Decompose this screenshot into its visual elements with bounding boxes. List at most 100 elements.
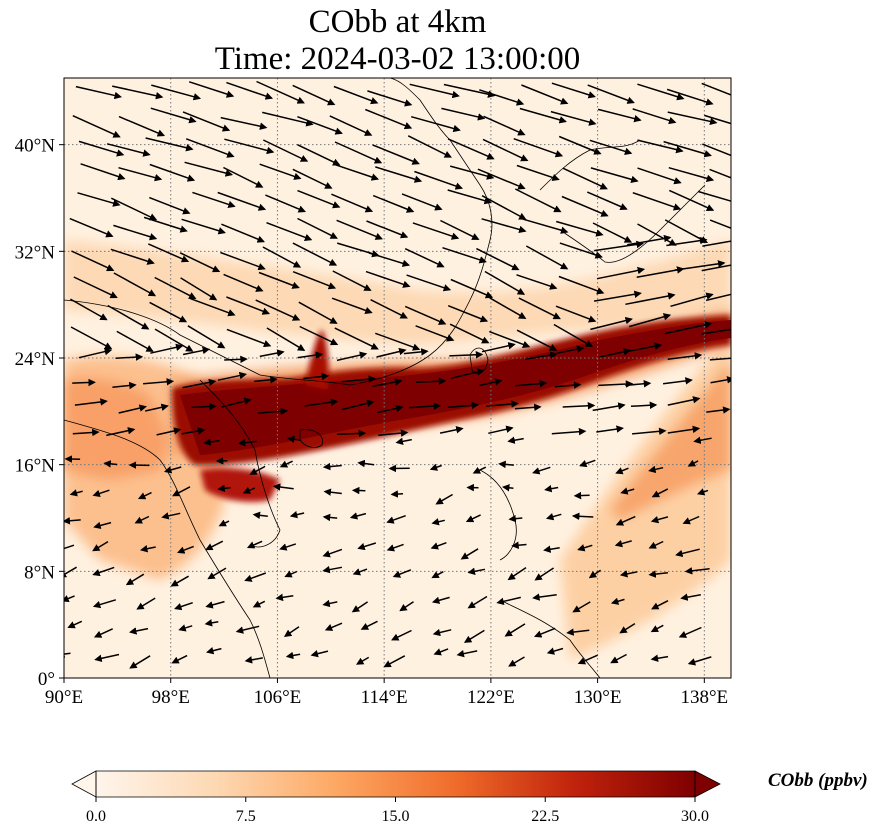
wind-arrow xyxy=(145,137,194,152)
wind-arrow xyxy=(349,512,367,520)
wind-arrow xyxy=(430,541,447,550)
wind-arrow xyxy=(648,465,664,474)
wind-arrow xyxy=(356,656,370,665)
wind-arrow xyxy=(188,81,235,98)
wind-arrow xyxy=(632,427,667,436)
wind-arrow xyxy=(632,191,682,211)
wind-arrow xyxy=(431,596,450,604)
wind-arrow xyxy=(182,378,217,389)
wind-arrow xyxy=(675,548,700,558)
wind-arrow xyxy=(70,326,113,350)
wind-arrow xyxy=(154,276,197,299)
wind-arrow xyxy=(620,487,635,495)
wind-arrow xyxy=(667,352,703,360)
wind-arrow xyxy=(64,595,75,603)
wind-arrow xyxy=(615,467,629,475)
wind-arrow xyxy=(687,459,699,467)
wind-arrow xyxy=(553,323,594,348)
wind-arrow xyxy=(297,217,338,239)
wind-arrow xyxy=(481,218,527,234)
wind-arrow xyxy=(399,601,414,612)
wind-arrow xyxy=(516,274,558,290)
wind-arrow xyxy=(482,138,529,162)
wind-arrow xyxy=(284,570,298,578)
wind-arrow xyxy=(174,601,193,611)
colorbar-extend-max xyxy=(694,770,721,798)
wind-arrow xyxy=(619,570,638,578)
wind-arrow xyxy=(403,348,429,356)
wind-arrow xyxy=(149,301,188,323)
wind-arrow xyxy=(256,80,305,104)
wind-arrow xyxy=(266,327,306,351)
wind-arrow xyxy=(78,347,113,359)
wind-arrow xyxy=(365,108,413,130)
wind-arrow xyxy=(220,397,252,408)
wind-arrow xyxy=(184,161,234,177)
wind-arrow xyxy=(115,353,144,361)
map-subtitle: Time: 2024-03-02 13:00:00 xyxy=(214,41,581,77)
wind-arrow xyxy=(525,351,558,360)
wind-arrow xyxy=(103,460,118,468)
wind-arrow xyxy=(258,271,300,289)
wind-arrow xyxy=(632,108,677,125)
wind-arrow xyxy=(390,490,404,498)
wind-arrow xyxy=(442,246,487,264)
wind-arrow xyxy=(593,290,642,302)
wind-arrow xyxy=(221,223,265,243)
wind-arrow xyxy=(546,647,564,655)
wind-arrow xyxy=(386,514,406,524)
wind-arrow xyxy=(205,600,225,609)
wind-arrow xyxy=(521,84,569,105)
wind-arrow xyxy=(324,622,343,631)
lon-tick-label: 98°E xyxy=(152,687,190,708)
wind-arrow xyxy=(178,624,193,632)
wind-arrow xyxy=(93,628,114,638)
wind-arrow xyxy=(441,107,486,121)
wind-arrow xyxy=(706,406,731,414)
wind-arrow xyxy=(287,435,302,444)
wind-arrow xyxy=(322,548,343,558)
wind-arrow xyxy=(378,429,409,437)
lon-tick-label: 130°E xyxy=(574,687,622,708)
wind-arrow xyxy=(69,489,83,497)
wind-arrow xyxy=(481,195,527,220)
wind-arrow xyxy=(254,376,278,384)
wind-arrow xyxy=(664,321,713,335)
lon-tick-label: 106°E xyxy=(254,687,302,708)
wind-arrow xyxy=(460,548,479,560)
wind-arrow xyxy=(680,593,701,601)
wind-arrow xyxy=(386,543,404,552)
wind-arrow xyxy=(463,629,485,643)
wind-arrow xyxy=(289,510,305,519)
colorbar-ticks: 0.0 7.5 15.0 22.5 30.0 xyxy=(86,797,709,825)
wind-arrow xyxy=(140,545,156,553)
wind-arrow xyxy=(682,515,700,525)
wind-arrow xyxy=(134,515,150,524)
wind-arrow xyxy=(279,460,293,468)
wind-arrow xyxy=(409,402,442,410)
wind-arrow xyxy=(637,83,685,101)
wind-arrow xyxy=(409,83,460,99)
wind-arrow xyxy=(143,378,175,386)
wind-arrow xyxy=(292,84,336,106)
wind-arrow xyxy=(615,515,636,526)
wind-arrow xyxy=(395,437,412,446)
wind-arrow xyxy=(555,220,604,237)
cobb-field xyxy=(64,78,731,678)
wind-arrow xyxy=(322,565,343,574)
wind-arrow xyxy=(352,568,368,576)
wind-arrow xyxy=(333,85,379,105)
wind-arrow xyxy=(259,163,302,180)
wind-arrow xyxy=(514,188,562,213)
wind-arrow xyxy=(513,137,564,158)
wind-arrow xyxy=(486,400,519,408)
wind-arrow xyxy=(511,541,527,549)
wind-arrow xyxy=(701,328,731,335)
wind-arrow xyxy=(697,190,731,202)
wind-arrow xyxy=(136,597,156,610)
wind-arrow xyxy=(518,297,561,320)
wind-arrow xyxy=(337,429,367,438)
wind-arrow xyxy=(163,466,182,474)
wind-arrow xyxy=(596,425,624,433)
wind-arrow xyxy=(543,545,560,553)
